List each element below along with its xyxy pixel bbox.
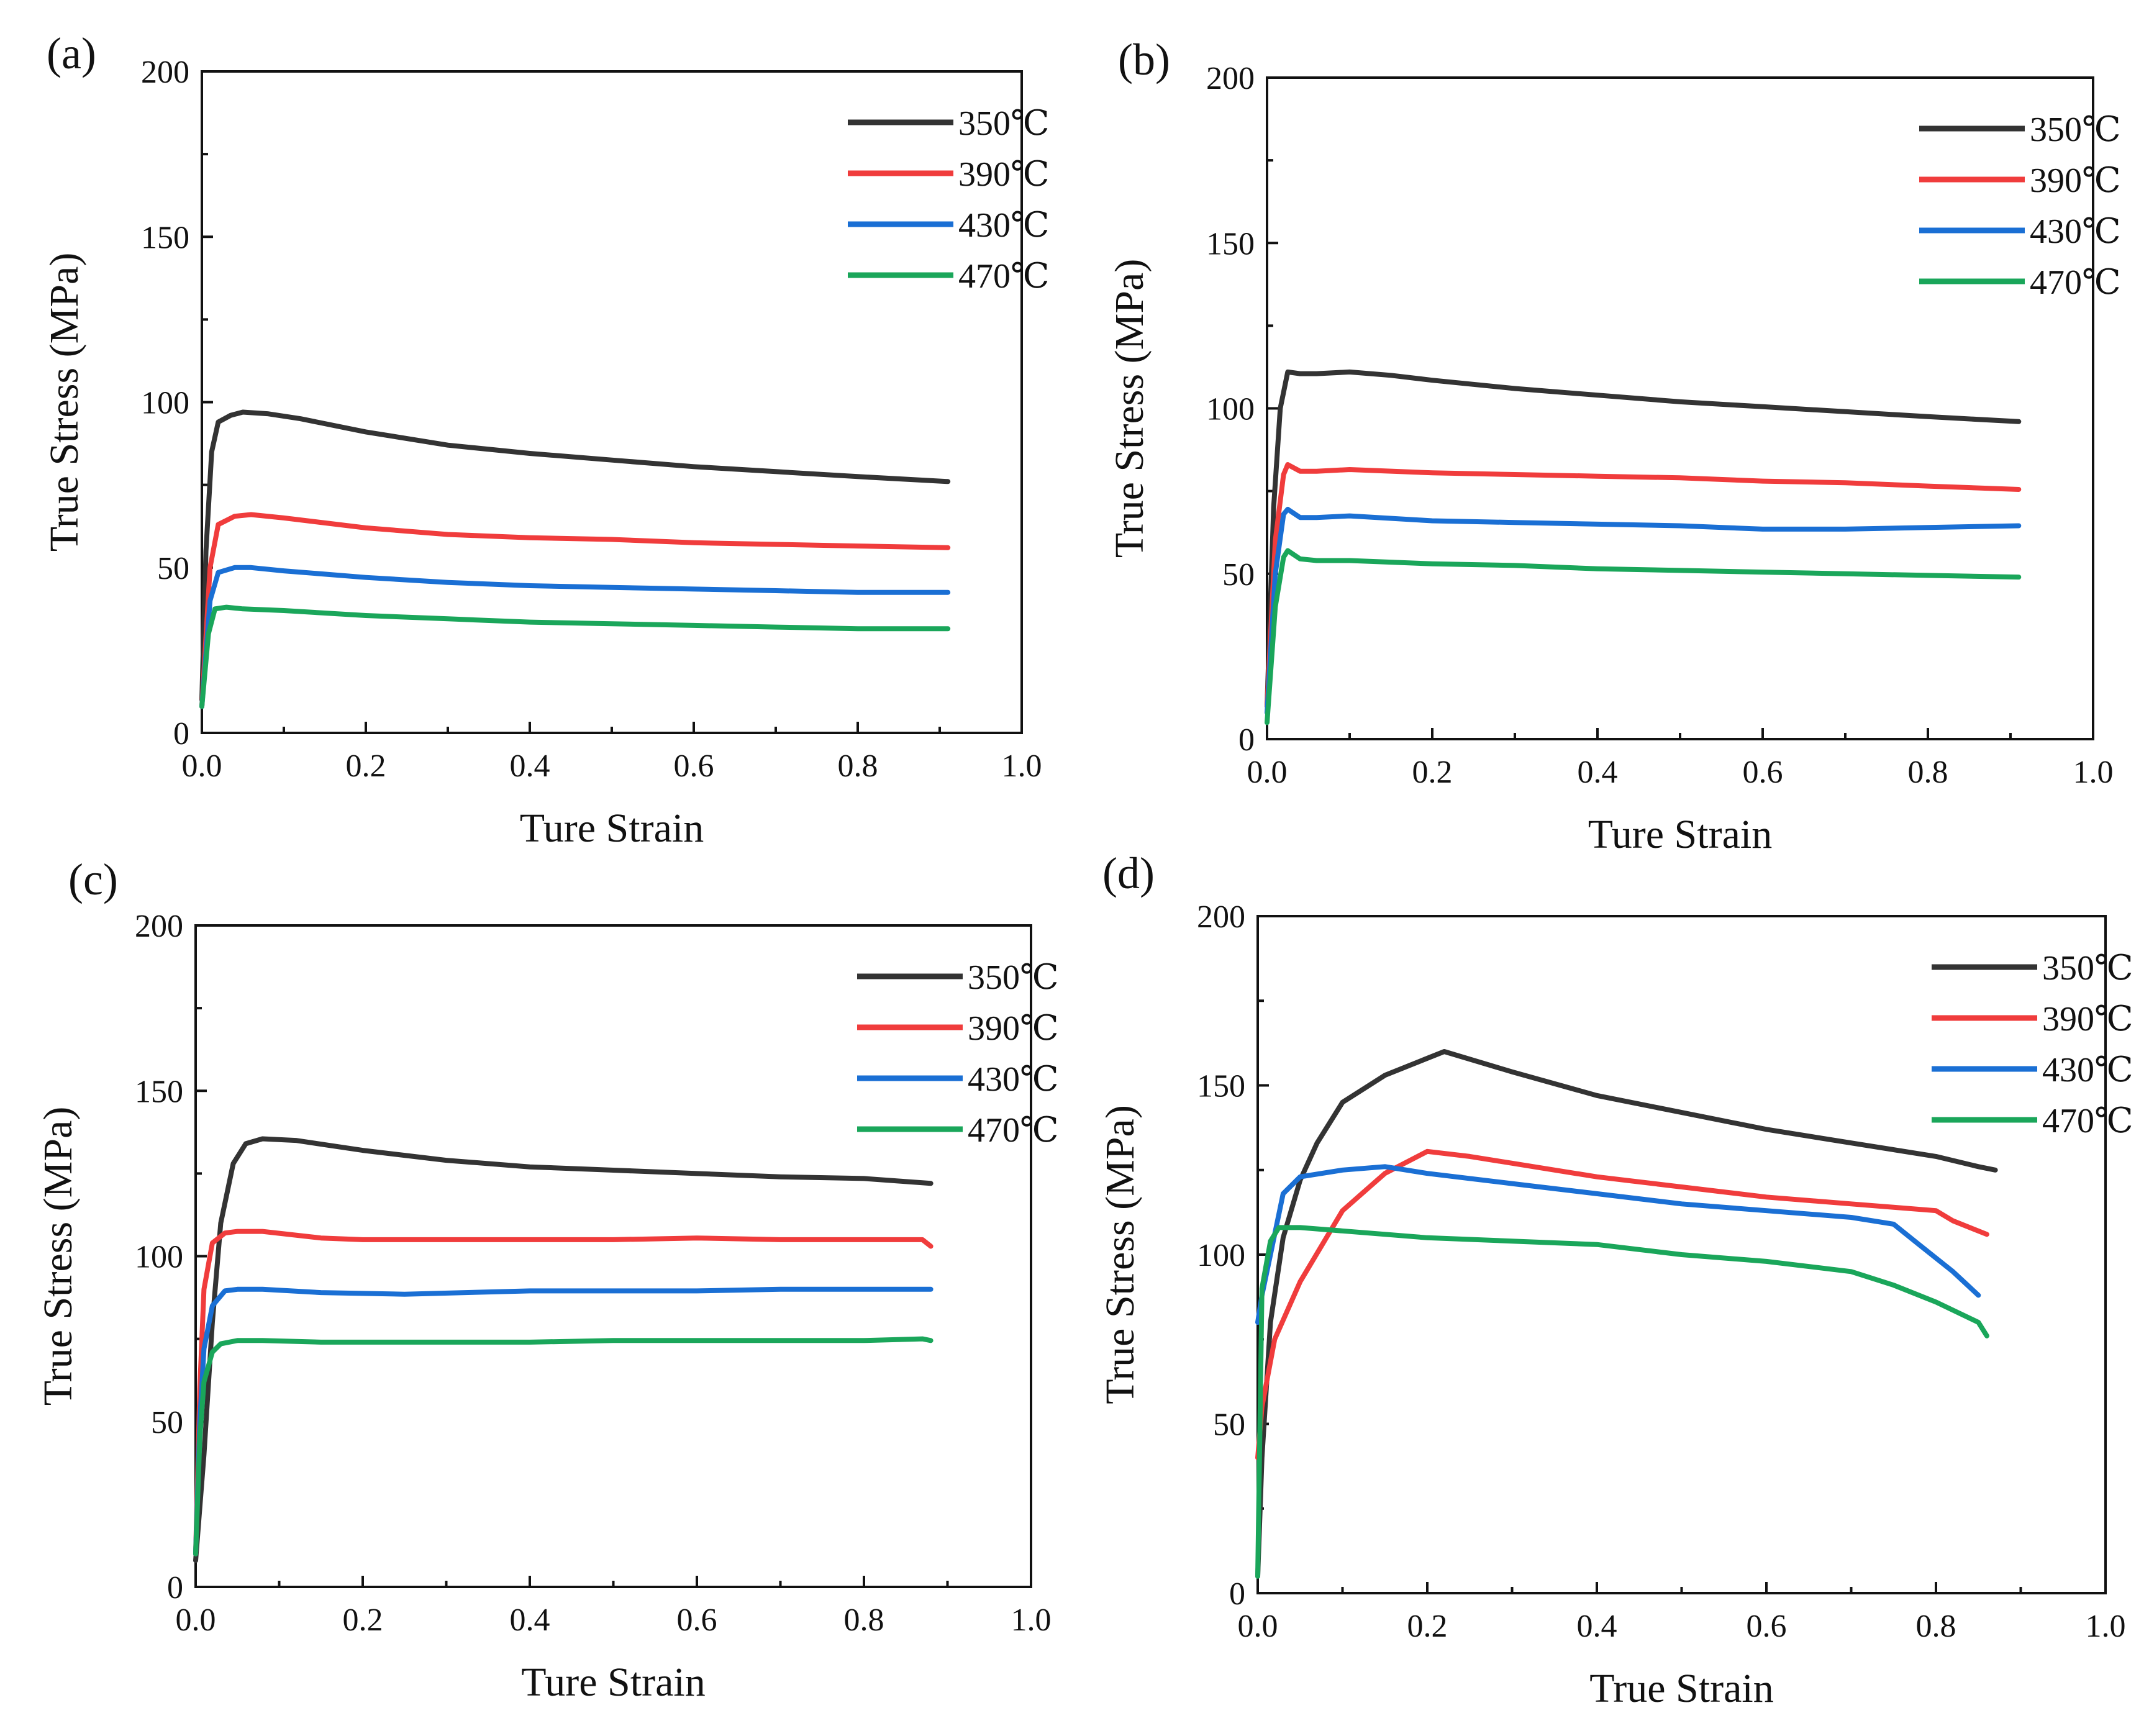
x-tick-label: 1.0 [2073,755,2114,790]
series-line-430c [1265,506,2022,716]
y-tick-label: 0 [173,716,189,752]
chart-panel-b: (b) 0.0 0.2 0.4 0.6 0.8 1.0 0 50 100 150 200 Ture St… [1107,35,2121,857]
panel-label: (d) [1102,848,1155,898]
legend-label: 350℃ [968,958,1059,997]
panel-label: (b) [1118,35,1170,84]
x-tick-label: 0.0 [182,748,222,784]
x-tick-label: 1.0 [2086,1609,2126,1644]
legend-label: 350℃ [2042,949,2133,988]
series-line-350c [1265,369,2022,709]
legend-label: 390℃ [968,1009,1059,1048]
legend-label: 430℃ [2042,1051,2133,1089]
series-line-470c [1255,1225,1989,1579]
panel-label: (c) [68,855,118,904]
legend-label: 390℃ [2042,1000,2133,1038]
x-tick-label: 0.2 [1412,755,1453,790]
legend-label: 430℃ [958,206,1050,245]
y-tick-label: 50 [151,1405,183,1440]
series-line-350c [199,409,951,702]
series-line-390c [1255,1148,1989,1460]
legend-label: 470℃ [968,1111,1059,1150]
y-tick-label: 150 [1206,226,1255,261]
series-line-350c [1255,1049,1998,1579]
chart-panel-c: (c) 0.0 0.2 0.4 0.6 0.8 1.0 0 50 100 150 200 Ture St… [35,855,1059,1705]
panel-label: (a) [47,29,96,78]
x-tick-label: 0.4 [1577,1609,1617,1644]
x-tick-label: 0.4 [510,1602,550,1638]
x-tick-label: 0.8 [838,748,878,784]
legend-label: 470℃ [2030,263,2121,302]
legend-label: 470℃ [2042,1102,2133,1140]
legend-label: 430℃ [968,1060,1059,1099]
x-tick-label: 0.6 [1747,1609,1787,1644]
y-tick-label: 100 [1206,392,1255,427]
y-tick-label: 0 [1229,1576,1245,1612]
y-axis-title: True Stress (MPa) [42,253,87,552]
x-tick-label: 0.6 [674,748,714,784]
y-tick-label: 0 [167,1570,183,1606]
chart-panel-a: (a) 0.0 0.2 0.4 0.6 0.8 1.0 0 50 100 150 200 Ture St… [42,29,1050,851]
y-tick-label: 150 [135,1074,183,1109]
legend-label: 350℃ [2030,111,2121,149]
series-line-350c [193,1136,934,1563]
y-tick-label: 200 [1206,61,1255,96]
x-tick-label: 0.0 [1247,755,1288,790]
legend-label: 470℃ [958,257,1050,296]
legend-label: 430℃ [2030,212,2121,251]
x-tick-label: 1.0 [1011,1602,1052,1638]
x-tick-label: 0.8 [1916,1609,1956,1644]
y-tick-label: 200 [1197,899,1245,935]
series-line-430c [193,1286,934,1556]
series-line-470c [199,604,951,709]
legend-label: 390℃ [2030,161,2121,200]
x-tick-label: 0.2 [346,748,386,784]
x-tick-label: 0.0 [176,1602,216,1638]
x-tick-label: 0.0 [1238,1609,1278,1644]
y-tick-label: 150 [1197,1069,1245,1104]
y-tick-label: 200 [141,55,189,90]
x-tick-label: 0.2 [1407,1609,1448,1644]
y-tick-label: 50 [1222,557,1255,593]
y-tick-label: 200 [135,909,183,944]
series-line-430c [199,565,951,709]
series-line-470c [1265,548,2022,725]
x-tick-label: 0.2 [343,1602,383,1638]
y-tick-label: 100 [141,386,189,421]
chart-panel-d: (d) 0.0 0.2 0.4 0.6 0.8 1.0 0 50 100 150 200 True St… [1097,848,2133,1711]
x-tick-label: 0.8 [1908,755,1948,790]
series-line-390c [199,512,951,709]
y-tick-label: 0 [1238,722,1255,758]
legend-label: 390℃ [958,155,1050,194]
y-axis-title: True Stress (MPa) [1097,1105,1143,1404]
series-line-390c [1265,462,2022,709]
series-line-430c [1255,1164,1981,1325]
x-axis-title: Ture Strain [521,1660,705,1705]
x-axis-title: Ture Strain [1588,812,1772,857]
y-tick-label: 50 [1213,1407,1245,1443]
y-tick-label: 100 [135,1240,183,1275]
series-line-390c [193,1229,934,1556]
series-line-470c [193,1336,934,1556]
legend-label: 350℃ [958,104,1050,143]
x-axis-title: True Strain [1589,1666,1773,1711]
y-tick-label: 50 [157,551,189,586]
x-tick-label: 0.8 [844,1602,884,1638]
y-axis-title: True Stress (MPa) [35,1107,81,1406]
y-tick-label: 100 [1197,1238,1245,1273]
y-tick-label: 150 [141,220,189,255]
x-tick-label: 1.0 [1002,748,1042,784]
x-tick-label: 0.4 [1578,755,1618,790]
x-tick-label: 0.6 [1743,755,1783,790]
x-tick-label: 0.4 [510,748,550,784]
x-tick-label: 0.6 [677,1602,717,1638]
x-axis-title: Ture Strain [520,806,704,851]
y-axis-title: True Stress (MPa) [1107,259,1152,558]
